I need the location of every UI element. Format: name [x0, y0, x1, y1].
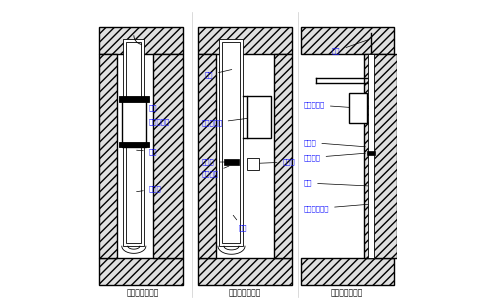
Bar	[364, 54, 397, 258]
Text: 焊接: 焊接	[304, 180, 368, 186]
Text: 接地线: 接地线	[304, 139, 365, 147]
Text: 接地螺栓: 接地螺栓	[202, 166, 229, 177]
Text: 明配管明槽做法: 明配管明槽做法	[331, 288, 363, 297]
Text: 明装配电箱: 明装配电箱	[304, 102, 355, 108]
Bar	[99, 258, 183, 285]
Bar	[274, 54, 291, 258]
Text: 接母: 接母	[332, 40, 368, 54]
Bar	[301, 27, 394, 54]
Bar	[224, 159, 239, 165]
Text: 接地线: 接地线	[137, 186, 162, 192]
Bar	[126, 42, 141, 243]
Text: 螺栓角钢端子: 螺栓角钢端子	[304, 204, 368, 212]
Text: 接母: 接母	[136, 97, 157, 111]
Text: 接线盒: 接线盒	[255, 159, 295, 165]
Bar	[119, 96, 149, 102]
Bar	[153, 54, 183, 258]
Bar	[367, 151, 375, 155]
Bar	[119, 143, 149, 147]
Bar	[301, 258, 394, 285]
Bar	[99, 54, 117, 258]
Bar	[246, 96, 271, 138]
Text: 焊接: 焊接	[137, 148, 157, 155]
Bar	[122, 99, 146, 147]
Bar	[349, 93, 367, 123]
Text: 焊接: 焊接	[233, 215, 247, 231]
Bar	[123, 39, 144, 246]
Bar	[99, 27, 183, 54]
Bar	[198, 258, 291, 285]
Bar	[246, 158, 258, 170]
Text: 接母: 接母	[205, 69, 232, 78]
Text: 暗配管暗槽做法: 暗配管暗槽做法	[127, 288, 159, 297]
Text: 明装配电箱: 明装配电箱	[202, 117, 256, 126]
Bar	[198, 54, 216, 258]
Text: 接地线: 接地线	[202, 159, 229, 165]
Text: 暗装配电箱: 暗装配电箱	[144, 117, 170, 125]
Bar	[198, 27, 291, 54]
Text: 暗配管明槽做法: 暗配管明槽做法	[229, 288, 261, 297]
Bar	[219, 39, 244, 246]
Bar	[222, 42, 241, 243]
Text: 接地螺栓: 接地螺栓	[304, 153, 365, 161]
Bar	[368, 54, 374, 258]
